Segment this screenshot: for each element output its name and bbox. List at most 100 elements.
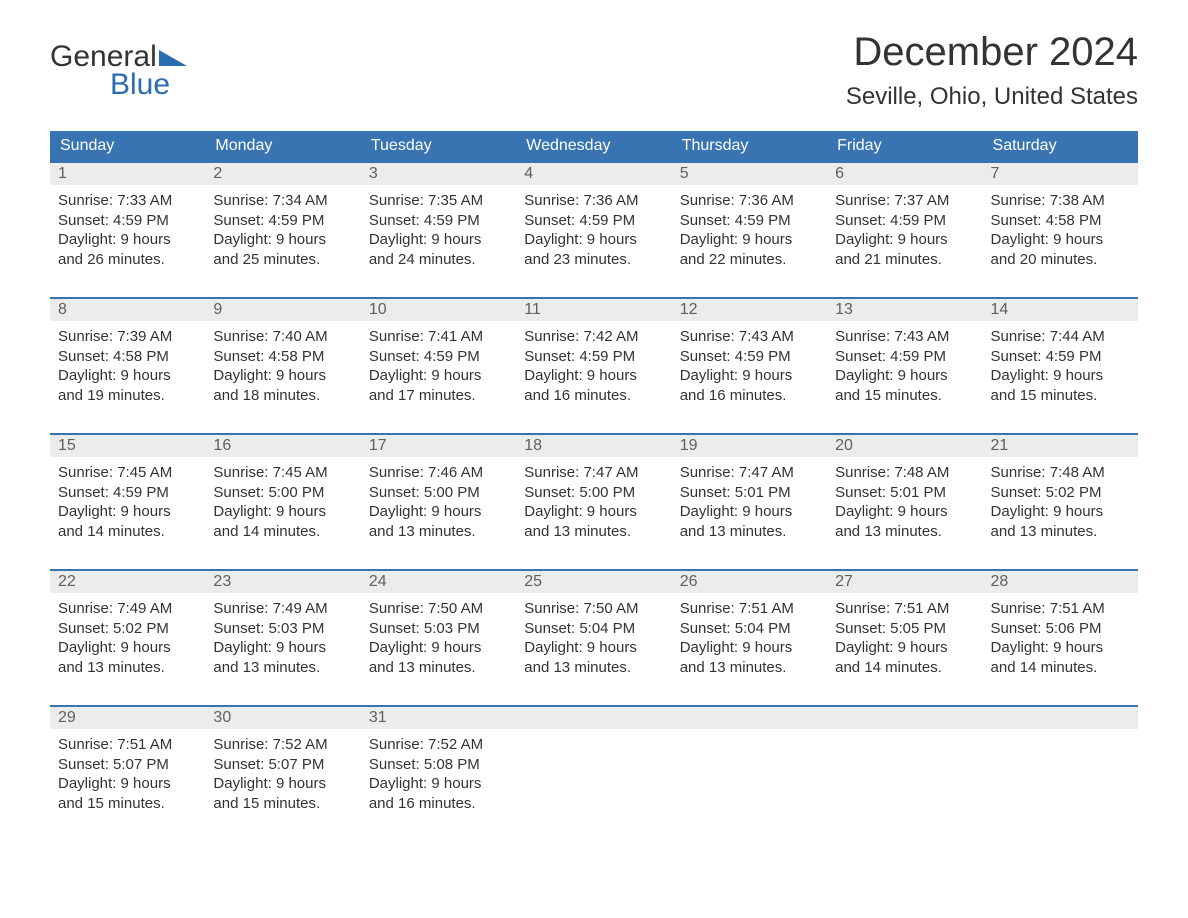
day-cell: Sunrise: 7:50 AMSunset: 5:04 PMDaylight:… <box>516 593 671 706</box>
sunset-label: Sunset: <box>213 484 264 501</box>
sunset-value: 5:04 PM <box>579 620 635 637</box>
sunrise-value: 7:50 AM <box>583 600 638 617</box>
day-number: 23 <box>205 570 360 593</box>
day-cell: Sunrise: 7:48 AMSunset: 5:01 PMDaylight:… <box>827 457 982 570</box>
day-cell: Sunrise: 7:48 AMSunset: 5:02 PMDaylight:… <box>983 457 1138 570</box>
sunset-value: 4:58 PM <box>1046 212 1102 229</box>
sunset-value: 5:02 PM <box>113 620 169 637</box>
sunrise-value: 7:41 AM <box>428 328 483 345</box>
daylight-hours: 9 <box>431 503 439 520</box>
sunset-value: 5:00 PM <box>424 484 480 501</box>
sunset-label: Sunset: <box>58 348 109 365</box>
sunrise-label: Sunrise: <box>680 464 735 481</box>
sunrise-label: Sunrise: <box>58 600 113 617</box>
day-cell: Sunrise: 7:52 AMSunset: 5:08 PMDaylight:… <box>361 729 516 841</box>
daylight-minutes: 24 <box>398 251 415 268</box>
day-number: 10 <box>361 298 516 321</box>
daylight-label: Daylight: <box>213 231 271 248</box>
day-cell: Sunrise: 7:34 AMSunset: 4:59 PMDaylight:… <box>205 185 360 298</box>
sunset-label: Sunset: <box>369 212 420 229</box>
sunrise-label: Sunrise: <box>524 464 579 481</box>
sunrise-label: Sunrise: <box>58 328 113 345</box>
daylight-hours: 9 <box>587 231 595 248</box>
day-cell: Sunrise: 7:35 AMSunset: 4:59 PMDaylight:… <box>361 185 516 298</box>
sunset-line: Sunset: 4:59 PM <box>680 211 819 231</box>
daylight-line: Daylight: 9 hours and 20 minutes. <box>991 230 1130 269</box>
sunrise-line: Sunrise: 7:46 AM <box>369 463 508 483</box>
daylight-minutes: 16 <box>709 387 726 404</box>
sunrise-value: 7:36 AM <box>583 192 638 209</box>
sunset-value: 4:59 PM <box>424 348 480 365</box>
sunrise-value: 7:40 AM <box>273 328 328 345</box>
day-number: 19 <box>672 434 827 457</box>
day-number: 21 <box>983 434 1138 457</box>
title-block: December 2024 Seville, Ohio, United Stat… <box>846 30 1138 111</box>
day-cell: Sunrise: 7:51 AMSunset: 5:07 PMDaylight:… <box>50 729 205 841</box>
week-number-row: 15161718192021 <box>50 434 1138 457</box>
sunrise-value: 7:52 AM <box>428 736 483 753</box>
daylight-line: Daylight: 9 hours and 15 minutes. <box>213 774 352 813</box>
daylight-label: Daylight: <box>213 503 271 520</box>
sunrise-value: 7:51 AM <box>1050 600 1105 617</box>
sunset-value: 5:07 PM <box>113 756 169 773</box>
calendar: SundayMondayTuesdayWednesdayThursdayFrid… <box>50 131 1138 841</box>
sunset-line: Sunset: 5:04 PM <box>680 619 819 639</box>
daylight-label: Daylight: <box>524 503 582 520</box>
location: Seville, Ohio, United States <box>846 83 1138 111</box>
sunset-label: Sunset: <box>991 484 1042 501</box>
sunset-line: Sunset: 5:06 PM <box>991 619 1130 639</box>
daylight-minutes: 15 <box>864 387 881 404</box>
week-number-row: 891011121314 <box>50 298 1138 321</box>
day-number: 1 <box>50 162 205 185</box>
daylight-hours: 9 <box>276 639 284 656</box>
daylight-label: Daylight: <box>369 231 427 248</box>
day-cell: Sunrise: 7:47 AMSunset: 5:00 PMDaylight:… <box>516 457 671 570</box>
sunset-value: 4:59 PM <box>424 212 480 229</box>
daylight-label: Daylight: <box>369 639 427 656</box>
sunrise-label: Sunrise: <box>835 464 890 481</box>
day-cell: Sunrise: 7:43 AMSunset: 4:59 PMDaylight:… <box>827 321 982 434</box>
daylight-hours: 9 <box>898 231 906 248</box>
sunset-value: 5:07 PM <box>268 756 324 773</box>
week-number-row: 1234567 <box>50 162 1138 185</box>
sunrise-line: Sunrise: 7:50 AM <box>524 599 663 619</box>
daylight-hours: 9 <box>587 639 595 656</box>
daylight-label: Daylight: <box>213 367 271 384</box>
daylight-label: Daylight: <box>835 503 893 520</box>
sunset-value: 4:58 PM <box>113 348 169 365</box>
sunrise-line: Sunrise: 7:50 AM <box>369 599 508 619</box>
sunrise-label: Sunrise: <box>835 192 890 209</box>
day-cell: Sunrise: 7:37 AMSunset: 4:59 PMDaylight:… <box>827 185 982 298</box>
dow-header: Tuesday <box>361 131 516 162</box>
sunrise-value: 7:49 AM <box>273 600 328 617</box>
sunrise-line: Sunrise: 7:36 AM <box>680 191 819 211</box>
sunrise-value: 7:49 AM <box>117 600 172 617</box>
daylight-minutes: 16 <box>398 795 415 812</box>
day-number: 13 <box>827 298 982 321</box>
daylight-hours: 9 <box>431 775 439 792</box>
day-number: 25 <box>516 570 671 593</box>
day-cell: Sunrise: 7:42 AMSunset: 4:59 PMDaylight:… <box>516 321 671 434</box>
daylight-label: Daylight: <box>524 367 582 384</box>
day-cell: Sunrise: 7:45 AMSunset: 4:59 PMDaylight:… <box>50 457 205 570</box>
sunrise-line: Sunrise: 7:47 AM <box>524 463 663 483</box>
sunset-line: Sunset: 4:58 PM <box>58 347 197 367</box>
sunset-line: Sunset: 5:05 PM <box>835 619 974 639</box>
daylight-label: Daylight: <box>58 231 116 248</box>
day-number: 5 <box>672 162 827 185</box>
sunrise-line: Sunrise: 7:51 AM <box>680 599 819 619</box>
sunset-line: Sunset: 5:03 PM <box>213 619 352 639</box>
day-cell: Sunrise: 7:52 AMSunset: 5:07 PMDaylight:… <box>205 729 360 841</box>
daylight-line: Daylight: 9 hours and 14 minutes. <box>991 638 1130 677</box>
daylight-minutes: 26 <box>87 251 104 268</box>
sunset-line: Sunset: 4:59 PM <box>369 347 508 367</box>
sunset-label: Sunset: <box>524 348 575 365</box>
daylight-hours: 9 <box>276 367 284 384</box>
sunrise-line: Sunrise: 7:48 AM <box>991 463 1130 483</box>
sunrise-line: Sunrise: 7:36 AM <box>524 191 663 211</box>
sunset-line: Sunset: 5:01 PM <box>835 483 974 503</box>
day-number: 2 <box>205 162 360 185</box>
sunrise-line: Sunrise: 7:51 AM <box>58 735 197 755</box>
sunset-line: Sunset: 5:01 PM <box>680 483 819 503</box>
empty-day-cell <box>827 729 982 841</box>
